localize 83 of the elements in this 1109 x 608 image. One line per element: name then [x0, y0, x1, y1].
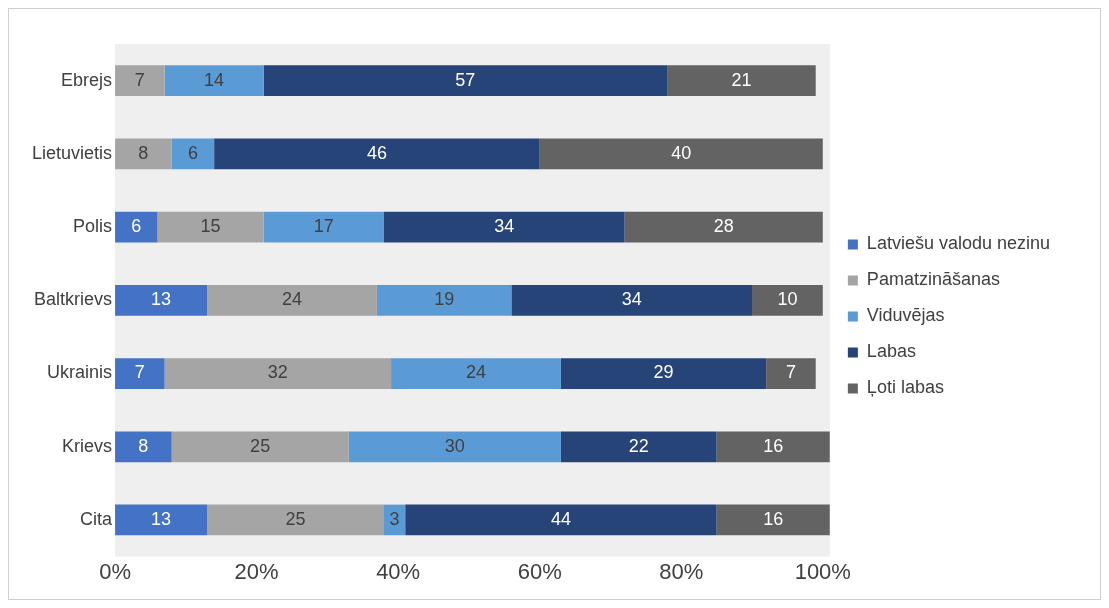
data-label: 8 [138, 435, 149, 456]
bar [207, 504, 384, 536]
data-label: 3 [389, 508, 400, 529]
data-label: 7 [134, 362, 145, 383]
bar [511, 284, 753, 316]
bar [405, 504, 717, 536]
bar [115, 138, 172, 170]
data-label: 21 [731, 69, 752, 90]
data-label: 24 [465, 362, 487, 383]
bar [115, 65, 165, 96]
data-label: 13 [151, 289, 172, 310]
bar [115, 504, 208, 536]
data-label: 28 [713, 216, 734, 237]
data-label: 6 [131, 216, 142, 237]
bar [115, 284, 208, 316]
bar [383, 211, 625, 243]
y-tick-label: Ukrainis [47, 362, 113, 383]
data-label: 32 [267, 362, 288, 383]
legend-label: Ļoti labas [866, 377, 944, 398]
data-label: 34 [494, 216, 515, 237]
bar [667, 65, 816, 96]
legend-label: Labas [866, 341, 916, 362]
bar [624, 211, 823, 243]
data-label: 25 [285, 508, 306, 529]
x-tick-label: 60% [517, 558, 562, 584]
bar [164, 65, 264, 96]
legend-label: Pamatzināšanas [866, 269, 1000, 290]
data-label: 13 [151, 508, 172, 529]
data-label: 16 [763, 435, 784, 456]
bar [716, 431, 830, 463]
y-tick-label: Cita [80, 508, 114, 529]
bar [263, 211, 384, 243]
bar [560, 431, 717, 463]
x-tick-label: 20% [234, 558, 279, 584]
data-label: 24 [281, 289, 302, 310]
legend-label: Latviešu valodu nezinu [866, 233, 1051, 254]
data-label: 22 [628, 435, 649, 456]
y-tick-label: Baltkrievs [34, 289, 113, 310]
bar [115, 431, 172, 463]
y-tick-label: Lietuvietis [32, 142, 113, 163]
y-tick-label: Krievs [62, 435, 113, 456]
data-label: 57 [455, 69, 476, 90]
x-tick-label: 80% [659, 558, 704, 584]
data-label: 16 [763, 508, 784, 529]
bar [171, 431, 349, 463]
bar [164, 358, 392, 389]
x-tick-label: 0% [99, 558, 131, 584]
bar [115, 358, 165, 389]
bar [560, 358, 767, 389]
data-label: 19 [434, 289, 455, 310]
data-label: 17 [313, 216, 334, 237]
bar [539, 138, 823, 170]
data-label: 34 [621, 289, 642, 310]
data-label: 10 [777, 289, 798, 310]
bar [752, 284, 823, 316]
data-label: 29 [653, 362, 674, 383]
y-tick-label: Ebrejs [61, 69, 113, 90]
bar [207, 284, 377, 316]
x-tick-label: 40% [376, 558, 421, 584]
bar [391, 358, 561, 389]
data-label: 7 [134, 69, 145, 90]
data-label: 46 [366, 142, 387, 163]
bar [716, 504, 830, 536]
data-label: 15 [200, 216, 221, 237]
bar [766, 358, 816, 389]
legend-label: Viduvējas [866, 305, 945, 326]
y-tick-label: Polis [73, 216, 113, 237]
bar [115, 211, 158, 243]
bar [263, 65, 668, 96]
bar [348, 431, 561, 463]
data-label: 7 [785, 362, 796, 383]
x-tick-label: 100% [794, 558, 851, 584]
data-label: 40 [671, 142, 692, 163]
data-label: 6 [187, 142, 198, 163]
bar [157, 211, 264, 243]
data-label: 44 [550, 508, 571, 529]
bar [214, 138, 540, 170]
bar [171, 138, 215, 170]
data-label: 30 [444, 435, 465, 456]
data-label: 14 [204, 69, 225, 90]
bar [376, 284, 512, 316]
data-label: 25 [250, 435, 271, 456]
data-label: 8 [138, 142, 149, 163]
